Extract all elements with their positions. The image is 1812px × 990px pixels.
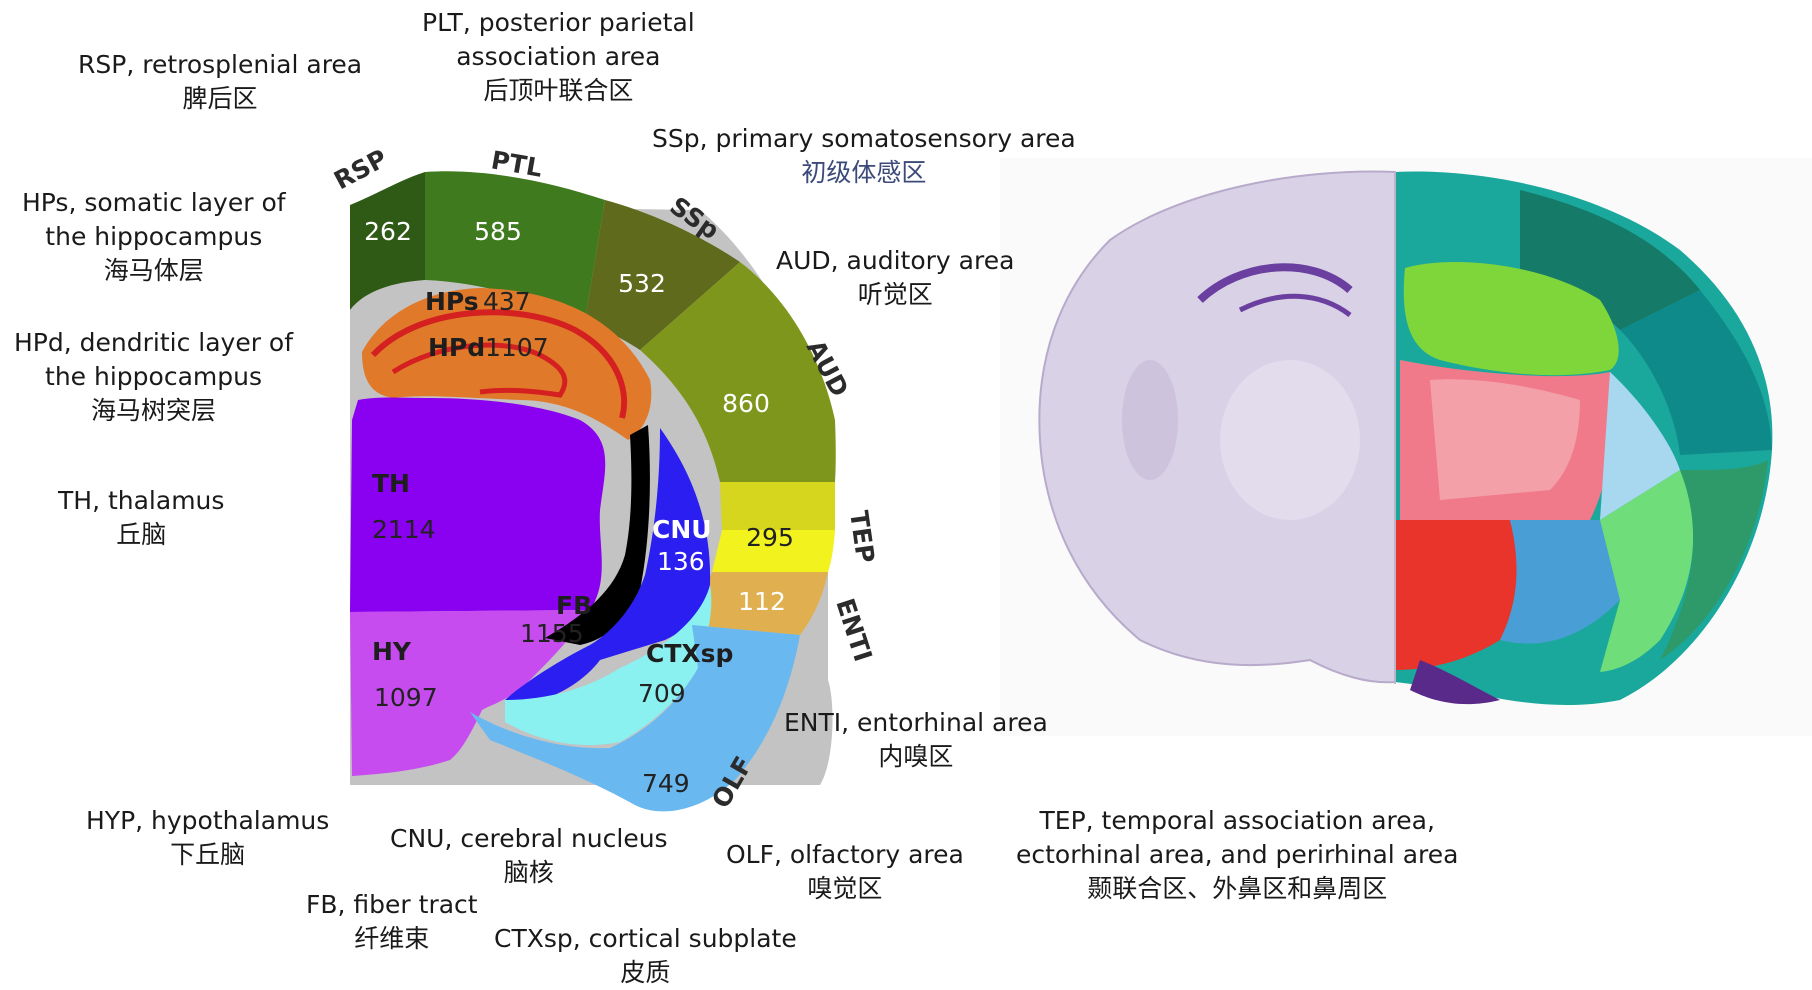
label-olf: OLF, olfactory area 嗅觉区 (726, 838, 964, 906)
label-enti-en: ENTI, entorhinal area (784, 708, 1048, 737)
label-fb-en: FB, ﬁber tract (306, 890, 478, 919)
region-tep-yellow (712, 530, 835, 572)
region-hp (362, 288, 652, 440)
label-tep-en1: TEP, temporal association area, (1039, 806, 1435, 835)
label-hpd-en2: the hippocampus (45, 362, 262, 391)
label-rsp: RSP, retrosplenial area 脾后区 (78, 48, 362, 116)
region-tep (720, 482, 835, 530)
region-hy (350, 610, 590, 776)
abbr-ctxsp: CTXsp (646, 639, 733, 668)
value-th: 2114 (372, 515, 436, 544)
value-hps: 437 (483, 287, 531, 316)
region-ptl (425, 171, 605, 320)
label-fb-zh: 纤维束 (354, 924, 430, 953)
label-plt-zh: 后顶叶联合区 (483, 76, 634, 105)
label-tep-zh: 颞联合区、外鼻区和鼻周区 (1087, 874, 1388, 903)
label-olf-en: OLF, olfactory area (726, 840, 964, 869)
region-th (350, 397, 606, 612)
value-tep: 295 (746, 523, 794, 552)
region-fb (545, 425, 650, 645)
label-ssp: SSp, primary somatosensory area 初级体感区 (652, 122, 1076, 190)
value-fb: 1155 (520, 619, 584, 648)
label-aud-en: AUD, auditory area (776, 246, 1015, 275)
label-ssp-en: SSp, primary somatosensory area (652, 124, 1076, 153)
label-fb: FB, ﬁber tract 纤维束 (306, 888, 478, 956)
label-th-en: TH, thalamus (58, 486, 225, 515)
value-enti: 112 (738, 587, 786, 616)
value-cnu: 136 (657, 547, 705, 576)
label-tep-en2: ectorhinal area, and perirhinal area (1016, 840, 1459, 869)
value-olf: 749 (642, 769, 690, 798)
region-cnu (505, 428, 711, 700)
label-plt: PLT, posterior parietal association area… (422, 6, 695, 108)
label-th-zh: 丘脑 (116, 520, 167, 549)
rim-label-tep: TEP (844, 509, 880, 565)
label-olf-zh: 嗅觉区 (807, 874, 883, 903)
label-th: TH, thalamus 丘脑 (58, 484, 224, 552)
region-olf (470, 625, 800, 812)
abbr-hy: HY (372, 637, 412, 666)
label-ctxsp-en: CTXsp, cortical subplate (494, 924, 797, 953)
label-cnu-en: CNU, cerebral nucleus (390, 824, 668, 853)
label-cnu: CNU, cerebral nucleus 脑核 (390, 822, 668, 890)
abbr-cnu: CNU (652, 515, 712, 544)
label-hps: HPs, somatic layer of the hippocampus 海马… (22, 186, 286, 288)
region-aud (640, 262, 836, 482)
label-aud: AUD, auditory area 听觉区 (776, 244, 1014, 312)
coronal-section-image (1000, 158, 1812, 736)
label-hps-zh: 海马体层 (103, 256, 204, 285)
label-hpd-zh: 海马树突层 (91, 396, 217, 425)
label-hps-en2: the hippocampus (45, 222, 263, 251)
label-ctxsp: CTXsp, cortical subplate 皮质 (494, 922, 797, 990)
region-ssp (585, 200, 740, 350)
value-hy: 1097 (374, 683, 438, 712)
abbr-hps: HPs (425, 287, 479, 316)
value-ctxsp: 709 (638, 679, 686, 708)
label-rsp-zh: 脾后区 (182, 84, 258, 113)
rim-label-rsp: RSP (329, 144, 392, 196)
value-rsp: 262 (364, 217, 412, 246)
label-aud-zh: 听觉区 (857, 280, 933, 309)
hp-somatic-line (391, 342, 568, 398)
abbr-th: TH (372, 469, 410, 498)
value-aud: 860 (722, 389, 770, 418)
label-ssp-zh: 初级体感区 (801, 158, 927, 187)
label-cnu-zh: 脑核 (503, 858, 554, 887)
value-ssp: 532 (618, 269, 666, 298)
hemisection-schematic: 262 585 532 860 295 112 HPs 437 HPd 1107… (329, 144, 880, 813)
label-rsp-en: RSP, retrosplenial area (78, 50, 363, 79)
abbr-fb: FB (556, 591, 592, 620)
value-hpd: 1107 (485, 333, 549, 362)
label-hps-en1: HPs, somatic layer of (22, 188, 286, 217)
label-hpd-en1: HPd, dendritic layer of (14, 328, 294, 357)
label-hyp: HYP, hypothalamus 下丘脑 (86, 804, 329, 872)
label-tep: TEP, temporal association area, ectorhin… (1016, 804, 1458, 906)
hp-dendritic-line (370, 309, 628, 419)
label-hyp-en: HYP, hypothalamus (86, 806, 330, 835)
region-enti (692, 572, 828, 635)
label-plt-en2: association area (456, 42, 661, 71)
region-ctxsp (505, 585, 712, 746)
label-hpd: HPd, dendritic layer of the hippocampus … (14, 326, 293, 428)
label-ctxsp-zh: 皮质 (620, 958, 671, 987)
rim-label-enti: ENTI (830, 595, 877, 665)
label-hyp-zh: 下丘脑 (170, 840, 246, 869)
label-enti: ENTI, entorhinal area 内嗅区 (784, 706, 1048, 774)
label-enti-zh: 内嗅区 (878, 742, 954, 771)
label-plt-en1: PLT, posterior parietal (422, 8, 695, 37)
region-rsp (350, 172, 425, 310)
value-ptl: 585 (474, 217, 522, 246)
abbr-hpd: HPd (428, 333, 485, 362)
